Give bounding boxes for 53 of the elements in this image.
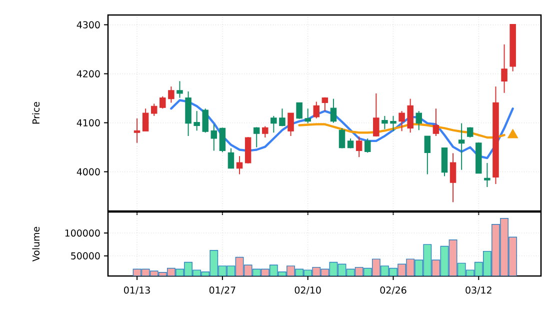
candlestick [458, 122, 465, 170]
candlestick [330, 98, 337, 124]
candlestick [168, 86, 174, 104]
y-axis-title: Volume [32, 226, 40, 262]
candlestick [407, 98, 414, 134]
candlestick [194, 110, 200, 132]
y-tick-label: 4100 [76, 119, 100, 126]
y-tick-label: 100000 [65, 229, 100, 237]
candlestick [279, 108, 286, 127]
candlestick [236, 156, 243, 175]
candlestick [202, 108, 208, 134]
candlestick [466, 126, 474, 138]
candlestick [416, 110, 422, 131]
candlestick [398, 110, 405, 132]
x-tick-label: 01/13 [124, 286, 150, 294]
candlestick [262, 126, 268, 138]
candlestick [338, 128, 346, 149]
y-tick-label: 50000 [71, 252, 100, 260]
candlestick [160, 96, 166, 110]
candlestick [450, 152, 456, 203]
y-tick-label: 4300 [76, 21, 100, 28]
candlestick [304, 108, 311, 124]
candlestick [134, 118, 140, 144]
candlestick [382, 115, 388, 130]
candlestick [424, 136, 431, 175]
y-axis-title: Price [32, 102, 40, 124]
candlestick [390, 115, 396, 132]
candlestick [228, 148, 234, 169]
candlestick [296, 102, 302, 120]
candlestick [142, 108, 149, 132]
candlestick [288, 112, 294, 137]
x-tick-label: 03/12 [466, 286, 492, 294]
candlestick [253, 126, 260, 148]
candlestick [151, 103, 158, 116]
candlestick [432, 108, 440, 137]
x-tick-label: 02/10 [294, 286, 321, 294]
candlestick [219, 127, 226, 153]
candlestick [356, 136, 362, 158]
candlestick [270, 115, 277, 134]
y-tick-label: 4200 [76, 70, 100, 78]
candlestick [313, 101, 320, 119]
candlestick [484, 162, 490, 188]
candlestick [176, 80, 183, 98]
x-tick-label: 01/27 [209, 286, 236, 294]
y-tick-label: 4000 [76, 168, 100, 176]
candlestick [210, 124, 218, 152]
line-series [170, 99, 514, 160]
candlestick [364, 138, 371, 154]
candlestick [322, 96, 328, 112]
candlestick [347, 138, 354, 149]
candlestick [501, 44, 508, 94]
candlestick [373, 92, 380, 138]
x-tick-label: 02/26 [380, 286, 406, 294]
